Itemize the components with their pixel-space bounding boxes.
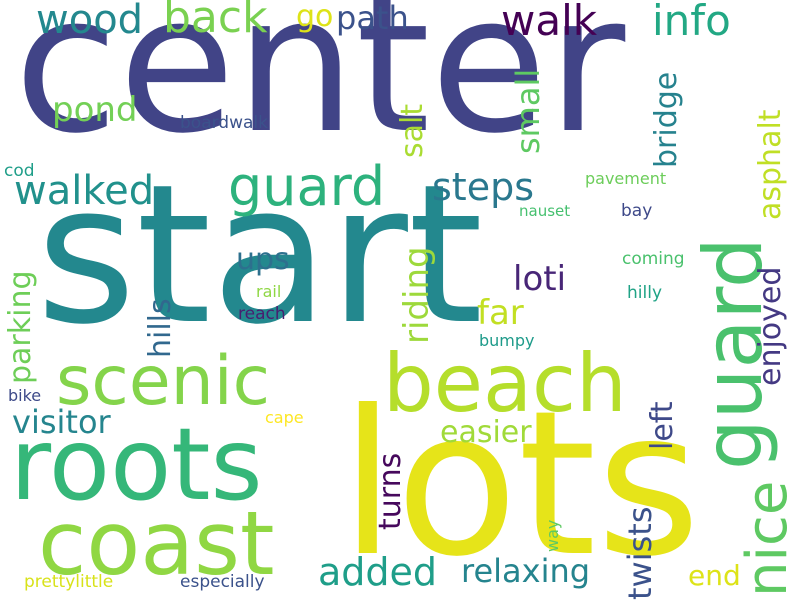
word-pond: pond (52, 90, 138, 130)
word-far: far (477, 293, 524, 333)
word-go: go (296, 0, 334, 34)
word-start: start (36, 144, 484, 367)
word-enjoyed: enjoyed (753, 266, 788, 386)
word-lots: lots (340, 368, 701, 600)
word-prettylittle: prettylittle (24, 572, 114, 592)
word-especially: especially (180, 572, 265, 592)
word-center: center (14, 0, 626, 175)
word-relaxing: relaxing (461, 552, 591, 590)
word-pavement: pavement (585, 169, 667, 188)
word-beach: beach (383, 337, 627, 430)
word-twists: twists (621, 506, 659, 600)
word-bumpy: bumpy (479, 331, 535, 350)
word-rail: rail (256, 282, 282, 301)
word-hilly: hilly (627, 283, 663, 303)
word-boardwalk: boardwalk (180, 113, 268, 133)
word-left: left (645, 401, 680, 450)
word-steps: steps (432, 165, 534, 209)
word-walked: walked (14, 168, 155, 214)
word-small: small (509, 68, 547, 154)
word-roots: roots (10, 406, 263, 523)
word-coming: coming (622, 249, 685, 269)
word-nauset: nauset (519, 202, 571, 220)
word-visitor: visitor (12, 403, 111, 441)
word-cape: cape (265, 408, 304, 427)
word-nice: nice (735, 480, 800, 597)
word-parking: parking (3, 270, 38, 384)
word-back: back (163, 0, 268, 43)
word-views: guard (228, 155, 386, 218)
word-path: path (336, 0, 409, 37)
word-way: way (543, 519, 562, 552)
word-end: end (688, 559, 741, 592)
word-ups: ups (236, 242, 290, 277)
word-wood: wood (36, 0, 144, 43)
word-bay: bay (621, 201, 653, 221)
word-bridge: bridge (649, 71, 684, 168)
word-salt: salt (395, 103, 430, 158)
word-reach: reach (238, 304, 286, 324)
word-coast: coast (38, 492, 275, 595)
word-cod: cod (4, 161, 35, 181)
word-info: info (652, 0, 731, 45)
word-loti: loti (513, 259, 567, 299)
word-scenic: scenic (56, 342, 271, 421)
word-riding: riding (397, 246, 437, 344)
word-easier: easier (440, 415, 532, 450)
word-asphalt: asphalt (753, 109, 788, 220)
word-bike: bike (8, 386, 42, 405)
word-added: added (318, 550, 438, 594)
word-hills: hills (143, 298, 178, 358)
word-walk: walk (501, 0, 598, 45)
word-turns: turns (373, 452, 408, 530)
